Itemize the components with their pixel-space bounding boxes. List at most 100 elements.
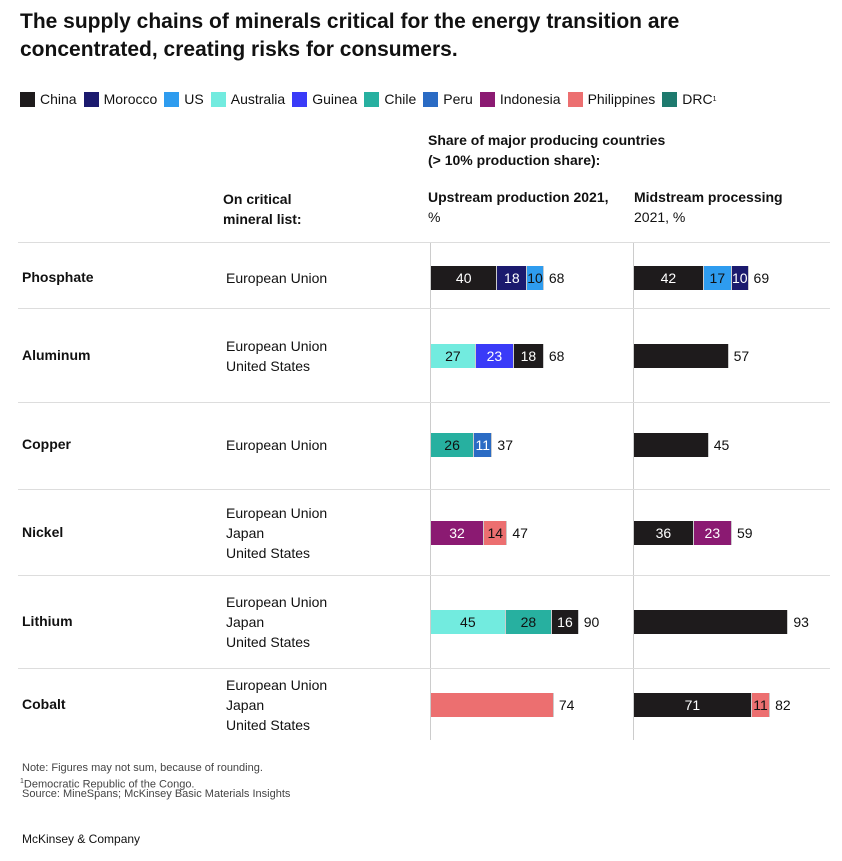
- legend-swatch: [423, 91, 439, 107]
- upstream-total-label: 90: [583, 614, 600, 630]
- legend-item-china: China: [20, 91, 77, 107]
- upstream-total-label: 37: [497, 437, 513, 453]
- legend-label: Morocco: [103, 91, 158, 107]
- legend-swatch: [20, 91, 35, 107]
- legend-swatch: [567, 91, 583, 107]
- midstream-bar-morocco: 10: [731, 266, 749, 290]
- midstream-total-label: 57: [733, 348, 750, 364]
- legend-item-drc: DRC 1: [662, 91, 717, 107]
- list-entry: European Union: [226, 505, 328, 521]
- midstream-bar-china: [634, 433, 709, 457]
- critical-list: European Union Japan United States: [226, 675, 327, 735]
- legend-label: Philippines: [587, 91, 656, 107]
- upstream-bar-us: 10: [527, 266, 544, 290]
- upstream-total-label: 68: [548, 348, 565, 364]
- upstream-header-line1: Upstream production 2021,: [428, 189, 609, 205]
- midstream-header: Midstream processing 2021, %: [634, 187, 783, 227]
- upstream-bar-china: 16: [552, 610, 579, 634]
- upstream-header: Upstream production 2021, %: [428, 187, 609, 227]
- row-divider: [18, 668, 830, 669]
- upstream-bar-philippines: [431, 693, 554, 717]
- legend-label: US: [184, 91, 204, 107]
- midstream-bar-china: [634, 610, 789, 634]
- midstream-axis-line: [633, 242, 634, 740]
- mineral-label: Phosphate: [22, 269, 94, 285]
- legend-swatch: [83, 91, 99, 107]
- upstream-bar-chile: 26: [431, 433, 475, 457]
- upstream-bar-china: 40: [431, 266, 498, 290]
- upstream-bar-guinea: 23: [475, 344, 514, 368]
- upstream-bar-indonesia: 32: [431, 521, 485, 545]
- legend-label: DRC: [682, 91, 713, 107]
- upstream-total-label: 68: [548, 270, 565, 286]
- legend-item-philippines: Philippines: [567, 91, 656, 107]
- upstream-bar-philippines: 14: [484, 521, 508, 545]
- critical-list: European Union Japan United States: [226, 503, 327, 563]
- legend: China Morocco US Australia Guinea Chile Peru In…: [20, 91, 724, 107]
- list-header-line2: mineral list:: [223, 211, 302, 227]
- midstream-bar-china: 71: [634, 693, 752, 717]
- footnote-drc: 1Democratic Republic of the Congo.: [20, 775, 195, 792]
- upstream-bar-morocco: 18: [497, 266, 528, 290]
- legend-item-chile: Chile: [364, 91, 416, 107]
- footnote-source: Source: MineSpans; McKinsey Basic Materi…: [22, 788, 291, 800]
- legend-item-australia: Australia: [210, 91, 285, 107]
- midstream-total-label: 45: [713, 437, 730, 453]
- midstream-bar-china: [634, 344, 729, 368]
- midstream-bar-indonesia: 23: [693, 521, 732, 545]
- list-entry: United States: [226, 634, 311, 650]
- legend-label: China: [40, 91, 77, 107]
- share-header: Share of major producing countries (> 10…: [428, 130, 665, 170]
- footnote-rounding: Note: Figures may not sum, because of ro…: [22, 762, 263, 774]
- legend-item-indonesia: Indonesia: [479, 91, 561, 107]
- midstream-total-label: 93: [793, 614, 809, 630]
- row-divider: [18, 489, 830, 490]
- midstream-total-label: 69: [753, 270, 770, 286]
- legend-swatch: [364, 91, 380, 107]
- list-entry: European Union: [226, 338, 328, 354]
- legend-item-us: US: [164, 91, 204, 107]
- upstream-bar-china: 18: [514, 344, 544, 368]
- footnote-drc-text: Democratic Republic of the Congo.: [23, 778, 195, 791]
- row-divider: [18, 242, 830, 243]
- upstream-axis-line: [430, 242, 431, 740]
- legend-swatch: [662, 91, 678, 107]
- list-entry: European Union: [226, 270, 328, 286]
- midstream-total-label: 59: [736, 525, 753, 541]
- legend-item-morocco: Morocco: [83, 91, 158, 107]
- midstream-header-line2: 2021, %: [634, 209, 686, 225]
- list-entry: European Union: [226, 594, 328, 610]
- upstream-bar-australia: 45: [431, 610, 506, 634]
- list-entry: European Union: [226, 437, 328, 453]
- midstream-header-line1: Midstream processing: [634, 189, 783, 205]
- list-header: On critical mineral list:: [223, 189, 302, 229]
- upstream-bar-chile: 28: [505, 610, 553, 634]
- upstream-header-line2: %: [428, 209, 441, 225]
- share-header-line2: (> 10% production share):: [428, 152, 601, 168]
- mineral-label: Lithium: [22, 613, 73, 629]
- list-entry: European Union: [226, 677, 328, 693]
- legend-label: Chile: [384, 91, 417, 107]
- mineral-label: Aluminum: [22, 347, 91, 363]
- brand-logo: McKinsey & Company: [22, 832, 141, 846]
- critical-list: European Union Japan United States: [226, 592, 327, 652]
- legend-item-peru: Peru: [423, 91, 473, 107]
- row-divider: [18, 402, 830, 403]
- row-divider: [18, 575, 830, 576]
- share-header-line1: Share of major producing countries: [428, 132, 666, 148]
- row-divider: [18, 308, 830, 309]
- mineral-label: Nickel: [22, 524, 64, 540]
- mineral-label: Copper: [22, 436, 71, 452]
- legend-swatch: [479, 91, 495, 107]
- list-entry: United States: [226, 545, 311, 561]
- midstream-total-label: 82: [775, 697, 791, 713]
- list-entry: United States: [226, 358, 311, 374]
- midstream-bar-china: 42: [634, 266, 704, 290]
- legend-label: Peru: [443, 91, 473, 107]
- upstream-total-label: 74: [558, 697, 575, 713]
- legend-sup: 1: [712, 95, 717, 103]
- midstream-bar-philippines: 11: [751, 693, 771, 717]
- critical-list: European Union: [226, 435, 327, 455]
- mineral-label: Cobalt: [22, 696, 66, 712]
